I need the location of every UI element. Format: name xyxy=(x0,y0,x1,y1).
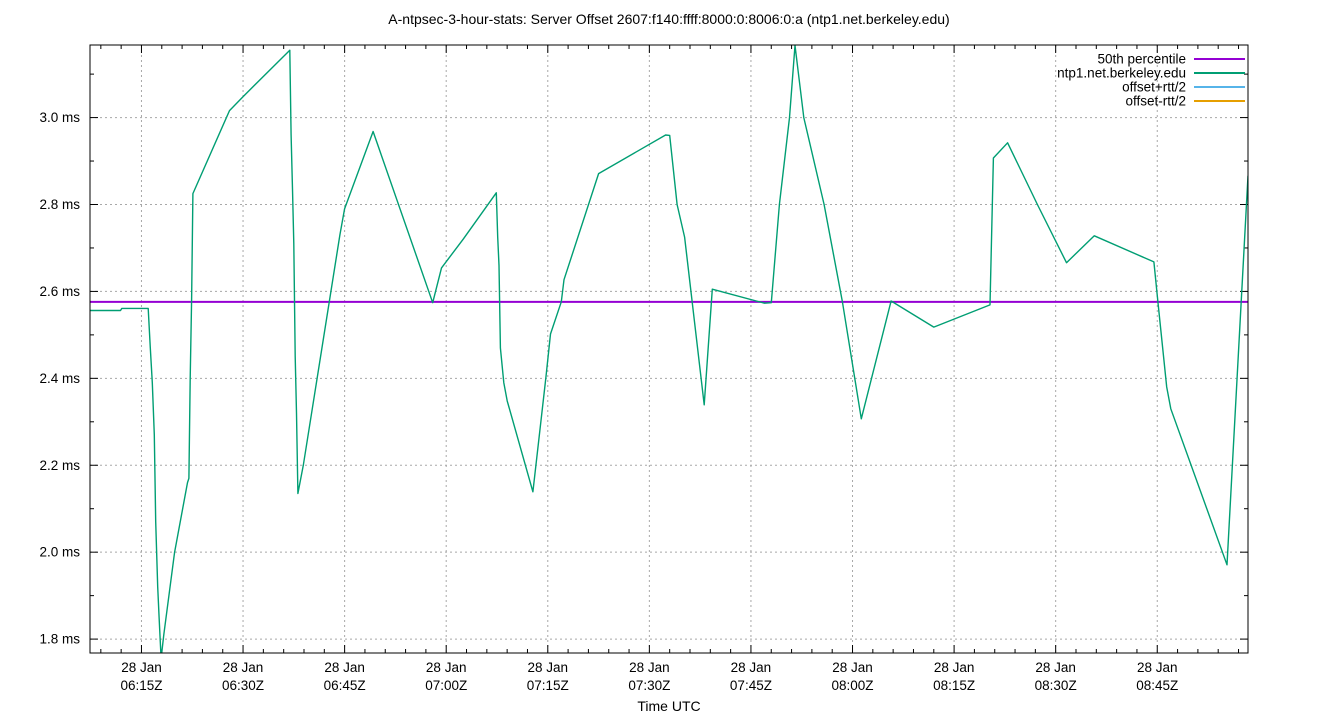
x-tick-label-date: 28 Jan xyxy=(324,660,365,675)
x-tick-label-time: 07:00Z xyxy=(425,678,467,693)
series-line-ntp1-net-berkeley-edu xyxy=(90,45,1248,653)
x-tick-label-date: 28 Jan xyxy=(1137,660,1178,675)
x-tick-label-date: 28 Jan xyxy=(1035,660,1076,675)
chart-title: A-ntpsec-3-hour-stats: Server Offset 260… xyxy=(388,11,949,27)
x-tick-label-date: 28 Jan xyxy=(223,660,264,675)
x-tick-label-date: 28 Jan xyxy=(934,660,975,675)
x-tick-label-time: 08:30Z xyxy=(1035,678,1077,693)
x-tick-label-date: 28 Jan xyxy=(426,660,467,675)
y-tick-label: 2.6 ms xyxy=(39,284,80,299)
x-tick-label-time: 07:45Z xyxy=(730,678,772,693)
x-tick-label-date: 28 Jan xyxy=(832,660,873,675)
x-tick-label-date: 28 Jan xyxy=(731,660,772,675)
x-axis-title: Time UTC xyxy=(637,698,700,714)
x-tick-label-time: 07:30Z xyxy=(628,678,670,693)
x-tick-label-time: 08:45Z xyxy=(1136,678,1178,693)
y-tick-label: 2.8 ms xyxy=(39,197,80,212)
y-tick-label: 2.4 ms xyxy=(39,371,80,386)
x-tick-label-time: 06:30Z xyxy=(222,678,264,693)
x-tick-label-time: 06:45Z xyxy=(324,678,366,693)
y-tick-label: 1.8 ms xyxy=(39,632,80,647)
x-tick-label-date: 28 Jan xyxy=(528,660,569,675)
x-tick-label-date: 28 Jan xyxy=(629,660,670,675)
legend-label: ntp1.net.berkeley.edu xyxy=(1057,66,1186,81)
y-tick-label: 2.2 ms xyxy=(39,458,80,473)
x-tick-label-date: 28 Jan xyxy=(121,660,162,675)
legend-label: 50th percentile xyxy=(1097,52,1186,67)
legend-label: offset+rtt/2 xyxy=(1122,80,1186,95)
x-tick-label-time: 06:15Z xyxy=(120,678,162,693)
y-tick-label: 2.0 ms xyxy=(39,545,80,560)
x-tick-label-time: 07:15Z xyxy=(527,678,569,693)
y-tick-label: 3.0 ms xyxy=(39,110,80,125)
legend-label: offset-rtt/2 xyxy=(1125,94,1186,109)
plot-border xyxy=(89,44,1249,654)
x-tick-label-time: 08:15Z xyxy=(933,678,975,693)
x-tick-label-time: 08:00Z xyxy=(832,678,874,693)
